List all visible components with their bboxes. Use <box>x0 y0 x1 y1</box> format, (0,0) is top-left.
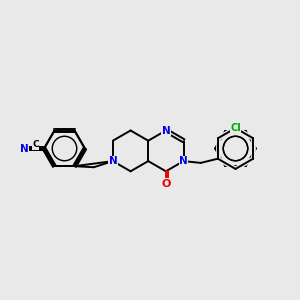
Text: N: N <box>161 125 170 136</box>
Text: O: O <box>161 179 171 189</box>
Text: N: N <box>179 156 188 166</box>
Text: C: C <box>32 140 39 149</box>
Text: Cl: Cl <box>230 123 241 133</box>
Text: N: N <box>20 143 28 154</box>
Text: N: N <box>109 156 117 166</box>
